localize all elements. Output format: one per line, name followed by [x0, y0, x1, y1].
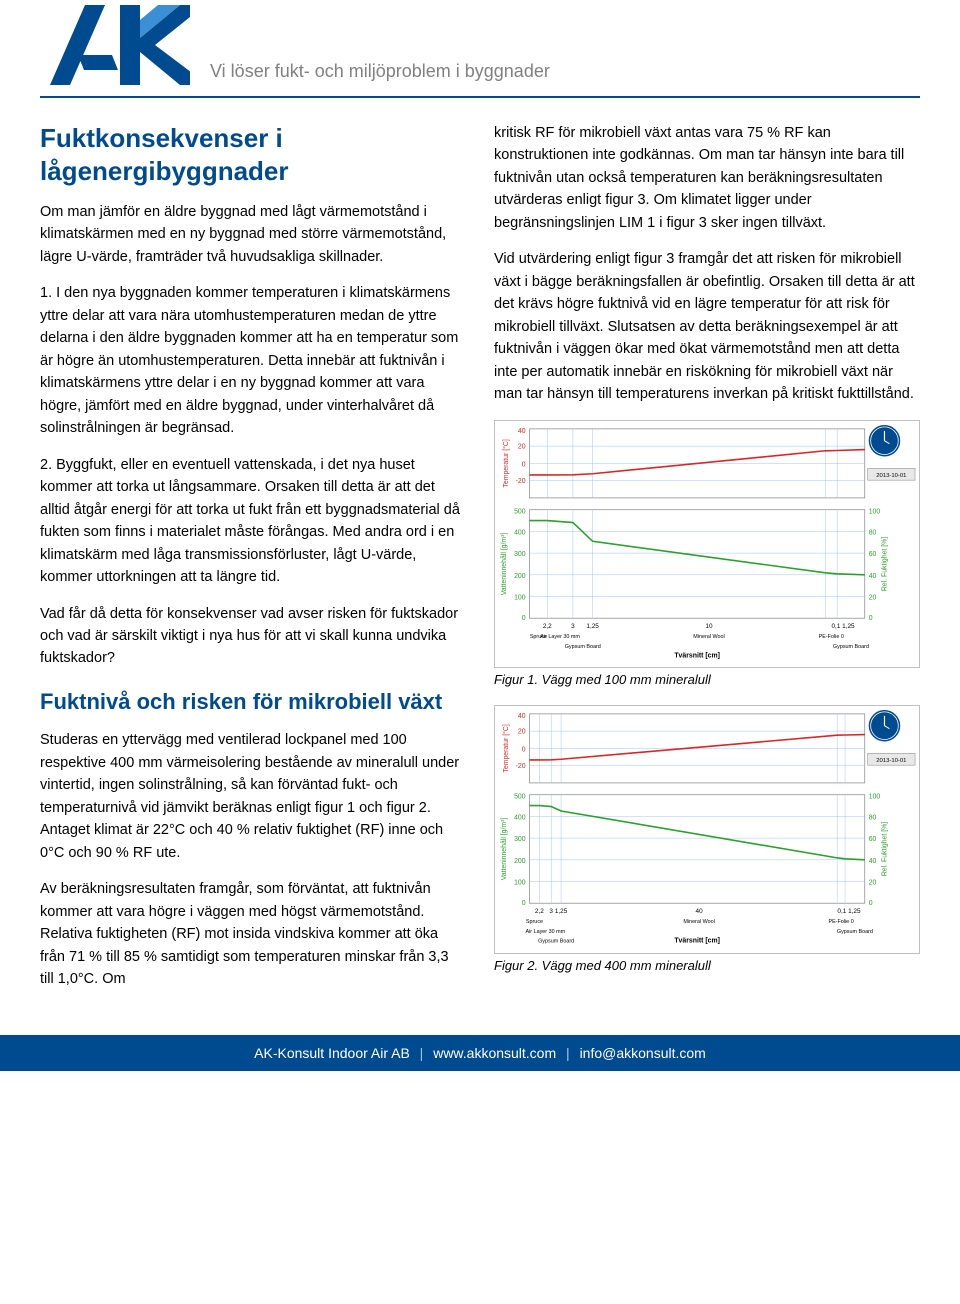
- svg-text:20: 20: [518, 443, 526, 450]
- svg-text:40: 40: [869, 572, 877, 579]
- svg-text:Air Layer 30 mm: Air Layer 30 mm: [540, 634, 580, 640]
- svg-text:1,25: 1,25: [586, 623, 599, 630]
- svg-text:40: 40: [869, 858, 877, 865]
- svg-text:Temperatur [°C]: Temperatur [°C]: [502, 439, 510, 487]
- header-tagline: Vi löser fukt- och miljöproblem i byggna…: [210, 61, 550, 90]
- svg-text:Gypsum Board: Gypsum Board: [837, 929, 873, 935]
- svg-text:400: 400: [514, 815, 526, 822]
- svg-text:0: 0: [869, 615, 873, 622]
- svg-text:Gypsum Board: Gypsum Board: [833, 643, 869, 649]
- svg-text:0,1 1,25: 0,1 1,25: [837, 908, 861, 915]
- para-question: Vad får då detta för konsekvenser vad av…: [40, 603, 466, 670]
- svg-text:100: 100: [869, 794, 881, 801]
- footer-separator: |: [420, 1045, 424, 1061]
- para-utvardering: Vid utvärdering enligt figur 3 framgår d…: [494, 248, 920, 405]
- company-logo: [40, 0, 190, 90]
- svg-text:40: 40: [696, 908, 704, 915]
- svg-text:20: 20: [869, 594, 877, 601]
- svg-text:Mineral Wool: Mineral Wool: [693, 634, 724, 640]
- svg-text:0: 0: [522, 746, 526, 753]
- svg-text:80: 80: [869, 815, 877, 822]
- right-column: kritisk RF för mikrobiell växt antas var…: [494, 122, 920, 1005]
- main-title: Fuktkonsekvenser i lågenergibyggnader: [40, 122, 466, 187]
- footer-company: AK-Konsult Indoor Air AB: [254, 1045, 410, 1061]
- figure-2-chart: 40 20 0 -20 Temperatur [°C] 2013-10-01: [494, 705, 920, 954]
- svg-text:20: 20: [869, 880, 877, 887]
- figure-1-caption: Figur 1. Vägg med 100 mm mineralull: [494, 672, 920, 687]
- svg-text:3: 3: [571, 623, 575, 630]
- svg-text:300: 300: [514, 551, 526, 558]
- svg-text:-20: -20: [516, 478, 526, 485]
- svg-text:2,2: 2,2: [535, 908, 544, 915]
- svg-text:0: 0: [522, 615, 526, 622]
- svg-text:Tvärsnitt [cm]: Tvärsnitt [cm]: [674, 938, 720, 945]
- svg-text:500: 500: [514, 508, 526, 515]
- figure-1: 40 20 0 -20 Temperatur [°C] 2013-10: [494, 420, 920, 688]
- footer-url: www.akkonsult.com: [433, 1045, 556, 1061]
- svg-text:1,25: 1,25: [555, 908, 568, 915]
- page-footer: AK-Konsult Indoor Air AB | www.akkonsult…: [0, 1035, 960, 1071]
- svg-text:40: 40: [518, 713, 526, 720]
- figure1-date: 2013-10-01: [876, 473, 906, 479]
- para-point1: 1. I den nya byggnaden kommer temperatur…: [40, 282, 466, 439]
- svg-text:200: 200: [514, 858, 526, 865]
- svg-text:60: 60: [869, 551, 877, 558]
- svg-text:80: 80: [869, 529, 877, 536]
- svg-text:Vatteninnehåll [g/m³]: Vatteninnehåll [g/m³]: [500, 818, 508, 881]
- para-point2: 2. Byggfukt, eller en eventuell vattensk…: [40, 454, 466, 589]
- footer-email: info@akkonsult.com: [580, 1045, 706, 1061]
- svg-text:Tvärsnitt [cm]: Tvärsnitt [cm]: [674, 652, 720, 659]
- svg-text:Rel. Fuktighet [%]: Rel. Fuktighet [%]: [881, 822, 888, 876]
- svg-text:100: 100: [514, 880, 526, 887]
- footer-separator: |: [566, 1045, 570, 1061]
- svg-text:Temperatur [°C]: Temperatur [°C]: [502, 724, 510, 772]
- svg-text:Mineral Wool: Mineral Wool: [683, 919, 714, 925]
- para-intro: Om man jämför en äldre byggnad med lågt …: [40, 201, 466, 268]
- para-study: Studeras en yttervägg med ventilerad loc…: [40, 729, 466, 864]
- svg-text:Rel. Fuktighet [%]: Rel. Fuktighet [%]: [881, 536, 888, 590]
- svg-text:0: 0: [522, 461, 526, 468]
- svg-text:0,1 1,25: 0,1 1,25: [832, 623, 856, 630]
- svg-text:300: 300: [514, 836, 526, 843]
- content-columns: Fuktkonsekvenser i lågenergibyggnader Om…: [40, 122, 920, 1005]
- svg-text:400: 400: [514, 529, 526, 536]
- svg-text:2,2: 2,2: [543, 623, 552, 630]
- svg-text:10: 10: [705, 623, 713, 630]
- svg-text:0: 0: [522, 900, 526, 907]
- page-header: Vi löser fukt- och miljöproblem i byggna…: [40, 0, 920, 98]
- figure-1-chart: 40 20 0 -20 Temperatur [°C] 2013-10: [494, 420, 920, 669]
- svg-text:500: 500: [514, 794, 526, 801]
- svg-text:40: 40: [518, 427, 526, 434]
- page: Vi löser fukt- och miljöproblem i byggna…: [0, 0, 960, 1005]
- svg-text:PE-Folie 0: PE-Folie 0: [828, 919, 853, 925]
- svg-text:Gypsum Board: Gypsum Board: [538, 939, 574, 945]
- svg-text:-20: -20: [516, 763, 526, 770]
- svg-text:200: 200: [514, 572, 526, 579]
- svg-text:Spruce: Spruce: [526, 919, 543, 925]
- svg-text:Vatteninnehåll [g/m³]: Vatteninnehåll [g/m³]: [500, 532, 508, 595]
- svg-text:60: 60: [869, 836, 877, 843]
- figure2-date: 2013-10-01: [876, 758, 906, 764]
- figure-2-caption: Figur 2. Vägg med 400 mm mineralull: [494, 958, 920, 973]
- svg-text:100: 100: [514, 594, 526, 601]
- svg-text:Gypsum Board: Gypsum Board: [565, 643, 601, 649]
- para-kritisk: kritisk RF för mikrobiell växt antas var…: [494, 122, 920, 234]
- svg-text:0: 0: [869, 900, 873, 907]
- subtitle-fuktniva: Fuktnivå och risken för mikrobiell växt: [40, 688, 466, 716]
- svg-text:3: 3: [549, 908, 553, 915]
- para-results: Av beräkningsresultaten framgår, som för…: [40, 878, 466, 990]
- svg-text:20: 20: [518, 729, 526, 736]
- svg-text:100: 100: [869, 508, 881, 515]
- svg-text:PE-Folie 0: PE-Folie 0: [819, 634, 844, 640]
- svg-text:Air Layer 30 mm: Air Layer 30 mm: [525, 929, 565, 935]
- figure-2: 40 20 0 -20 Temperatur [°C] 2013-10-01: [494, 705, 920, 973]
- left-column: Fuktkonsekvenser i lågenergibyggnader Om…: [40, 122, 466, 1005]
